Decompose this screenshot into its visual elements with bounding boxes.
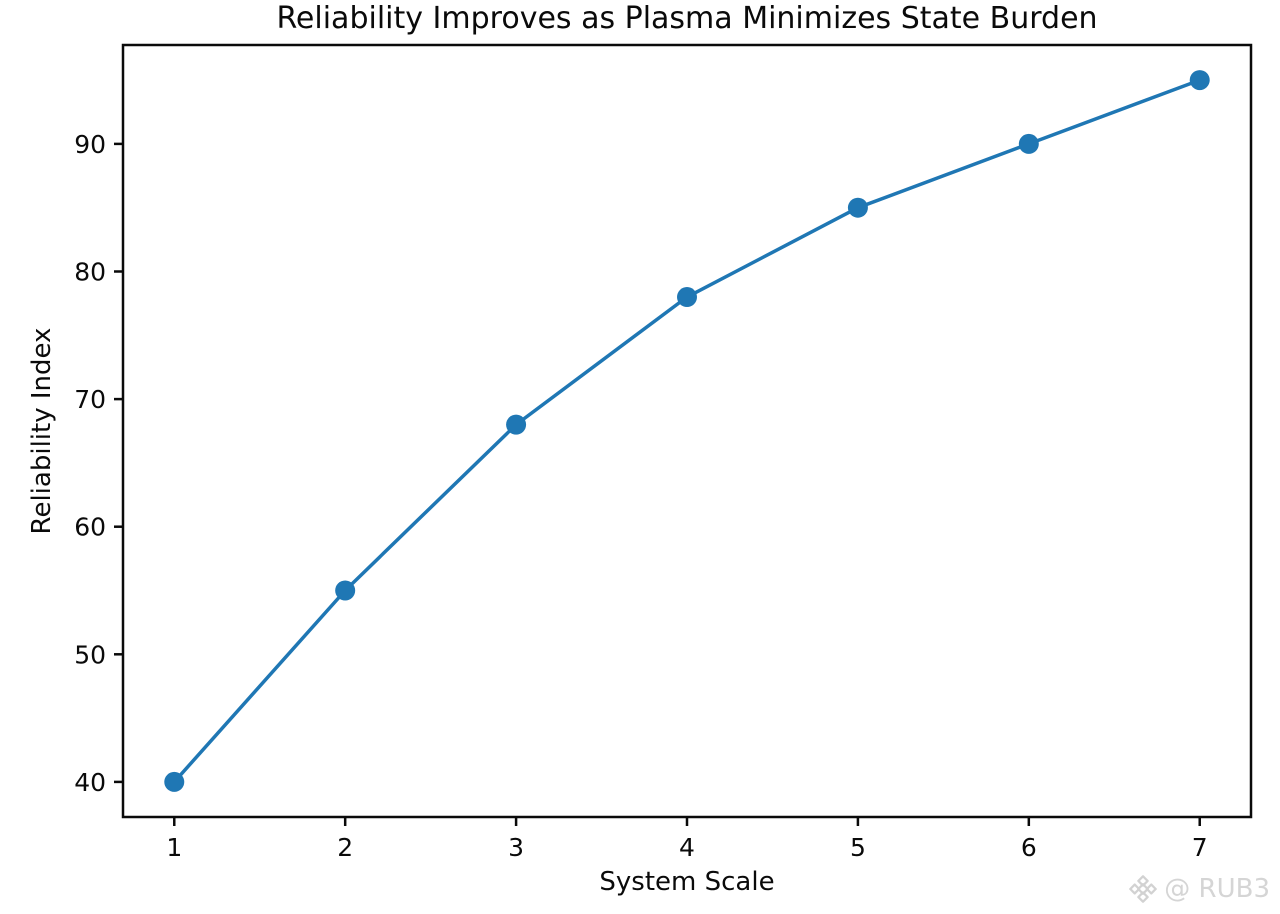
chart-title: Reliability Improves as Plasma Minimizes… (276, 1, 1098, 36)
data-point (1189, 70, 1210, 91)
x-tick-label: 5 (850, 833, 866, 862)
x-tick-label: 6 (1021, 833, 1037, 862)
y-axis-label: Reliability Index (27, 327, 57, 535)
x-axis-label: System Scale (599, 867, 775, 897)
x-tick-label: 7 (1192, 833, 1208, 862)
y-tick-label: 50 (74, 640, 106, 669)
data-point (1018, 133, 1039, 154)
x-tick-label: 4 (679, 833, 695, 862)
x-tick-label: 3 (508, 833, 524, 862)
data-point (677, 287, 697, 308)
data-point (335, 580, 356, 601)
y-tick-label: 80 (74, 257, 106, 286)
data-line (172, 78, 1202, 784)
watermark-text: @ RUB3 (1164, 874, 1270, 904)
data-point (847, 197, 868, 218)
data-point (506, 414, 527, 435)
y-tick-label: 40 (74, 768, 106, 797)
x-tick-label: 2 (337, 833, 353, 862)
x-tick-label: 1 (166, 833, 182, 862)
plot-frame (121, 43, 1253, 819)
y-tick-label: 60 (74, 513, 106, 542)
diamond-logo-icon (1129, 875, 1158, 903)
y-tick-label: 90 (74, 130, 106, 159)
watermark: @ RUB3 (1129, 874, 1270, 904)
y-tick-label: 70 (74, 385, 106, 414)
data-point (164, 771, 185, 792)
